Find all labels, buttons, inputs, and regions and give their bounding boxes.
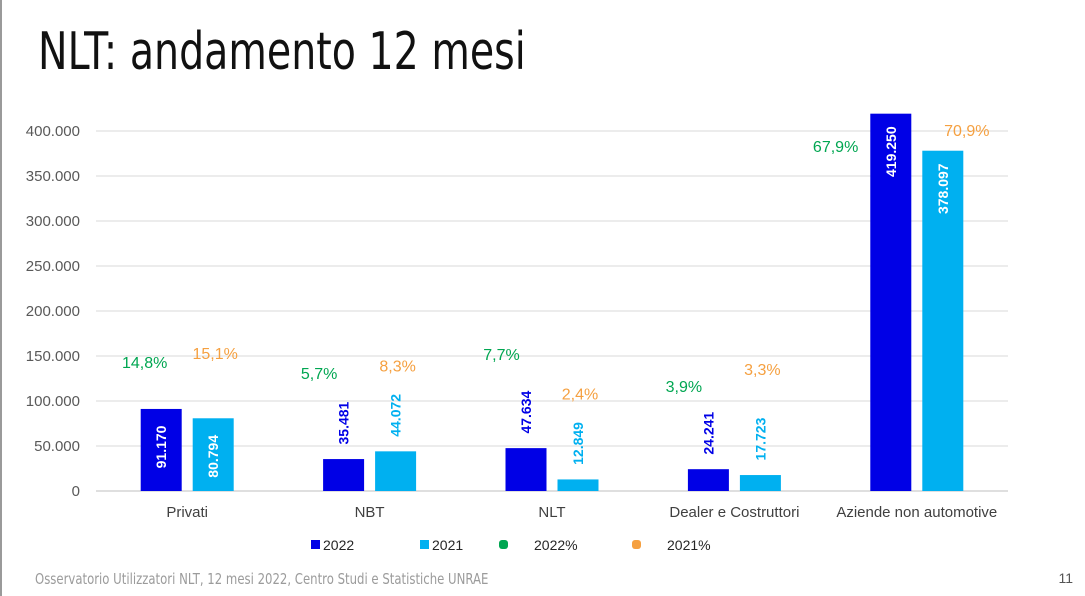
bar-value-label: 17.723: [752, 417, 768, 460]
y-tick-label: 50.000: [34, 438, 80, 455]
share-label-2022%: 7,7%: [483, 347, 519, 364]
share-label-2022%: 14,8%: [122, 355, 167, 372]
bar-2022-1: [323, 459, 365, 491]
slide-title: NLT: andamento 12 mesi: [38, 22, 526, 82]
legend-label: 2022: [323, 537, 354, 553]
share-label-2022%: 5,7%: [301, 366, 337, 383]
bar-value-label: 80.794: [205, 435, 221, 478]
share-label-2021%: 70,9%: [944, 123, 989, 140]
share-label-2021%: 3,3%: [744, 362, 780, 379]
share-label-2021%: 15,1%: [193, 346, 238, 363]
x-category-label: Aziende non automotive: [836, 504, 997, 521]
share-label-2022%: 67,9%: [813, 139, 858, 156]
bar-2022-0: [140, 408, 182, 491]
x-category-label: Privati: [166, 504, 208, 521]
bar-value-label: 378.097: [935, 163, 951, 214]
bar-value-label: 419.250: [883, 126, 899, 177]
y-tick-label: 300.000: [26, 213, 80, 230]
legend-label: 2021: [432, 537, 463, 553]
y-tick-label: 200.000: [26, 303, 80, 320]
bar-value-label: 24.241: [700, 412, 716, 455]
bar-2021-3: [739, 475, 781, 491]
legend-label: 2022%: [534, 537, 578, 553]
y-tick-label: 100.000: [26, 393, 80, 410]
bar-value-label: 35.481: [336, 401, 352, 444]
bar-2022-2: [505, 448, 547, 491]
share-label-2022%: 3,9%: [666, 379, 702, 396]
x-category-label: Dealer e Costruttori: [669, 504, 799, 521]
share-label-2021%: 2,4%: [562, 386, 598, 403]
legend-swatch-2021: [420, 540, 429, 549]
bar-2021-1: [375, 451, 417, 491]
y-tick-label: 250.000: [26, 258, 80, 275]
legend-label: 2021%: [667, 537, 711, 553]
bar-2022-3: [687, 469, 729, 491]
bar-2021-4: [922, 150, 964, 491]
y-tick-label: 0: [72, 483, 80, 500]
y-tick-label: 150.000: [26, 348, 80, 365]
legend-swatch-2022: [311, 540, 320, 549]
bar-value-label: 12.849: [570, 422, 586, 465]
bar-value-label: 91.170: [153, 425, 169, 468]
y-tick-label: 400.000: [26, 123, 80, 140]
page-number: 11: [1058, 570, 1073, 586]
x-category-label: NBT: [355, 504, 385, 521]
slide-left-rule: [0, 0, 2, 596]
bar-2021-2: [557, 479, 599, 491]
share-label-2021%: 8,3%: [379, 358, 415, 375]
bar-value-label: 47.634: [518, 391, 534, 434]
bar-2022-4: [870, 113, 912, 492]
bar-value-label: 44.072: [388, 394, 404, 437]
legend-swatch-2022%: [499, 540, 508, 549]
legend-swatch-2021%: [632, 540, 641, 549]
y-tick-label: 350.000: [26, 168, 80, 185]
bar-2021-0: [192, 418, 234, 491]
x-category-label: NLT: [538, 504, 565, 521]
footer-source: Osservatorio Utilizzatori NLT, 12 mesi 2…: [35, 570, 489, 588]
